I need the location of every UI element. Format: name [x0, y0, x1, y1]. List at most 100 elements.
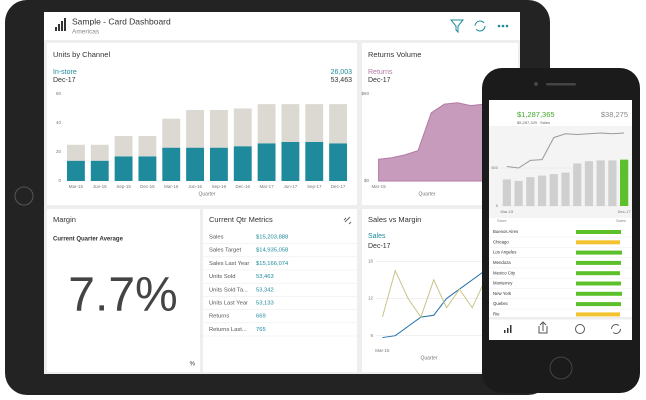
phone: $1,287,365 $5,287,329 Sales $38,275 Stor…	[482, 68, 640, 393]
list-label: Monterrey	[493, 281, 513, 286]
y-tick-label: 0	[496, 203, 499, 208]
x-tick-label: Sep-16	[212, 184, 227, 189]
bar	[233, 108, 252, 147]
metric-label: Sales	[209, 235, 224, 241]
list-label: Rio	[493, 312, 500, 317]
list-bar	[576, 260, 621, 265]
list-label: Quebec	[493, 301, 509, 306]
list-label: Chicago	[493, 239, 509, 244]
bar	[90, 160, 109, 181]
list-bar	[576, 312, 620, 317]
list-bar	[576, 271, 620, 276]
y-tick-label: 16	[368, 258, 374, 263]
metric-label: Returns	[209, 314, 229, 320]
kpi-unit: %	[190, 362, 196, 368]
metric-label: Sales Last Year	[209, 261, 249, 267]
list-bar	[576, 291, 622, 296]
app-icon	[55, 18, 66, 31]
metric-label: Units Sold Ta...	[209, 287, 248, 293]
bar	[66, 160, 85, 181]
bar	[209, 147, 228, 181]
refresh-button[interactable]	[474, 20, 486, 32]
y-tick-label: 500	[491, 165, 498, 170]
metric-value: $15,166,074	[256, 261, 289, 267]
y-tick-label: $0	[364, 178, 370, 183]
bar	[573, 163, 582, 206]
home-button	[14, 186, 34, 206]
tab-refresh[interactable]	[611, 324, 621, 334]
phone-content: 0 500 Mar-15 Dec-17 Buenos Aires Chicago Los A…	[489, 132, 632, 320]
card-title: Returns Volume	[368, 50, 421, 59]
chart-panel	[489, 126, 632, 218]
bar	[186, 109, 205, 148]
list-label: Mexico City	[493, 270, 516, 275]
x-tick-label: Mar-16	[164, 184, 179, 189]
bar	[305, 141, 324, 181]
legend-entry: Returns	[368, 69, 393, 76]
list-header: Sales	[616, 218, 626, 223]
bar	[537, 175, 547, 206]
callout: 26,003	[331, 69, 353, 76]
metric-value: $14,935,058	[256, 248, 288, 254]
bar	[114, 136, 133, 157]
bar	[584, 161, 594, 206]
bar	[114, 156, 133, 181]
period: Dec-17	[368, 243, 391, 250]
filter-button[interactable]	[449, 19, 465, 34]
bar	[162, 118, 181, 148]
y-tick-label: 12	[368, 296, 374, 301]
x-tick-label: Jun-15	[93, 184, 107, 189]
more-button[interactable]	[497, 24, 509, 28]
x-axis-label: Quarter	[199, 191, 216, 197]
x-tick-label: Jun-17	[284, 184, 298, 189]
x-tick-label: Mar-15	[501, 209, 514, 214]
y-tick-label: 8	[370, 333, 373, 338]
bar	[257, 143, 276, 181]
callout: 53,463	[331, 77, 353, 84]
card-title: Current Qtr Metrics	[209, 215, 273, 224]
card-title: Margin	[53, 215, 76, 224]
headline: $1,287,365	[517, 110, 555, 119]
bar	[162, 147, 181, 181]
tab-share[interactable]	[538, 321, 548, 334]
y-tick-label: 0	[58, 178, 61, 183]
comparison: $38,275	[601, 110, 628, 119]
link-icon[interactable]	[343, 216, 352, 225]
bar	[281, 104, 300, 142]
list-bar	[576, 240, 620, 245]
bar	[233, 146, 252, 181]
metric-label: Units Sold	[209, 274, 235, 280]
period: Dec-17	[53, 77, 76, 84]
dashboard-title: Sample - Card Dashboard	[72, 16, 171, 26]
bar	[526, 177, 535, 206]
bar	[549, 174, 558, 206]
metric-value: 53,133	[256, 301, 274, 307]
camera	[534, 82, 538, 86]
bar	[329, 143, 348, 181]
metric-label: Returns Last...	[209, 327, 247, 333]
card[interactable]	[47, 209, 200, 372]
card[interactable]	[203, 209, 357, 372]
list-bar	[576, 250, 622, 255]
metric-value: $15,203,888	[256, 235, 288, 241]
x-tick-label: Dec-15	[140, 184, 155, 189]
tab-explore[interactable]	[575, 324, 585, 334]
subtext: $5,287,329	[517, 120, 538, 125]
bar	[329, 104, 348, 144]
bar	[138, 136, 157, 157]
bar	[561, 172, 570, 206]
tab-dashboard[interactable]	[504, 325, 512, 333]
speaker	[546, 83, 576, 86]
card-title: Sales vs Margin	[368, 215, 421, 224]
x-tick-label: Mar-15	[375, 348, 390, 353]
x-tick-label: Sep-17	[307, 184, 322, 189]
bar	[305, 104, 324, 142]
metric-label: Sales Target	[209, 248, 242, 254]
bar	[596, 160, 605, 206]
metric-value: 765	[256, 327, 266, 333]
x-tick-label: Jun-16	[188, 184, 202, 189]
bar	[66, 144, 85, 161]
x-tick-label: Sep-15	[116, 184, 131, 189]
list-bar	[576, 302, 621, 307]
